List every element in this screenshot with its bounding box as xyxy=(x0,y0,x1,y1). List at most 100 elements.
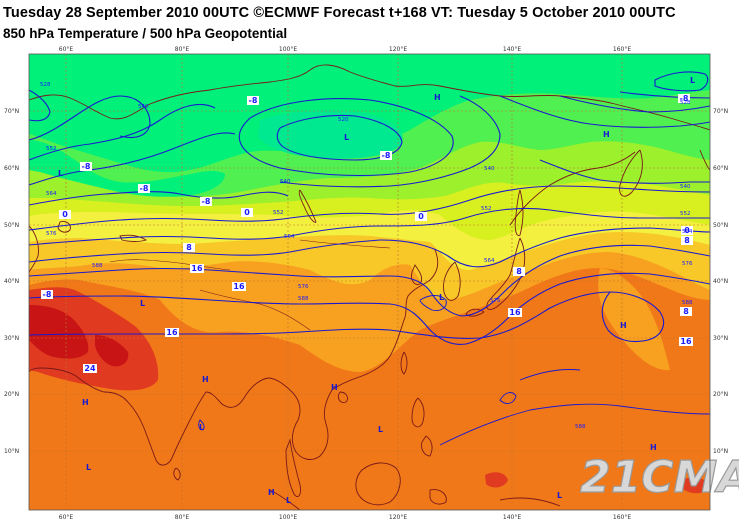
geo-label: 528 xyxy=(40,82,51,88)
latitude-labels: 70°N 60°N 50°N 40°N 30°N 20°N 10°N 70°N … xyxy=(4,108,728,455)
svg-text:-8: -8 xyxy=(249,96,258,105)
lat-label: 70°N xyxy=(4,108,19,115)
geo-label: 520 xyxy=(338,117,349,123)
geo-label: 576 xyxy=(298,284,309,290)
geo-label: 540 xyxy=(680,184,691,190)
geo-label: 576 xyxy=(46,231,57,237)
svg-text:8: 8 xyxy=(516,267,522,276)
high-center: H xyxy=(331,383,338,392)
temp-label: 16 xyxy=(165,328,179,337)
svg-text:8: 8 xyxy=(683,307,689,316)
svg-text:-8: -8 xyxy=(43,290,52,299)
high-center: H xyxy=(82,398,89,407)
svg-text:0: 0 xyxy=(418,212,424,221)
map-frame xyxy=(28,53,711,511)
lon-label: 140°E xyxy=(503,514,521,521)
geopotential-labels: 528 540 552 564 576 588 520 540 552 564 … xyxy=(40,82,693,430)
temp-label: 24 xyxy=(83,364,97,373)
geo-label: 540 xyxy=(138,104,149,110)
svg-text:0: 0 xyxy=(244,208,250,217)
geo-label: 564 xyxy=(682,229,693,235)
temp-label: 16 xyxy=(679,337,693,346)
lat-label: 20°N xyxy=(4,391,19,398)
lat-label-right: 30°N xyxy=(713,335,728,342)
high-center: H xyxy=(603,130,610,139)
graticule xyxy=(29,54,710,510)
geo-label: 552 xyxy=(46,146,57,152)
temp-band-minus8-west xyxy=(29,140,225,197)
longitude-labels: 60°E 80°E 100°E 120°E 140°E 160°E 60°E 8… xyxy=(59,46,632,521)
lat-label-right: 50°N xyxy=(713,222,728,229)
temp-label: 0 xyxy=(241,208,253,217)
temp-band-28-b xyxy=(95,335,129,367)
temp-label: -8 xyxy=(41,290,53,299)
low-center: L xyxy=(690,76,695,85)
lat-label-right: 10°N xyxy=(713,448,728,455)
geo-label: 540 xyxy=(484,166,495,172)
geo-label: 576 xyxy=(682,261,693,267)
geo-label: 552 xyxy=(481,206,492,212)
temp-label: -8 xyxy=(138,184,150,193)
geo-label: 588 xyxy=(682,300,693,306)
temp-label: -8 xyxy=(380,151,392,160)
chart-subtitle: 850 hPa Temperature / 500 hPa Geopotenti… xyxy=(3,26,288,41)
lon-label-top: 160°E xyxy=(613,46,631,53)
high-center: H xyxy=(268,488,275,497)
svg-text:16: 16 xyxy=(166,328,178,337)
geo-label: 552 xyxy=(273,210,284,216)
low-center: L xyxy=(439,293,444,302)
low-center: L xyxy=(286,496,291,505)
pressure-centers: L H L H L L H L H H L H L H L H L L xyxy=(58,76,695,505)
watermark-logo: 21CMA xyxy=(580,452,739,503)
high-center: H xyxy=(650,443,657,452)
temperature-labels: -8 -8 -8 -8 -8 0 0 -8 8 16 16 16 24 8 16… xyxy=(41,94,693,373)
svg-text:-8: -8 xyxy=(140,184,149,193)
svg-text:16: 16 xyxy=(191,264,203,273)
temp-label: 8 xyxy=(513,267,525,276)
lon-label-top: 120°E xyxy=(389,46,407,53)
lat-label: 60°N xyxy=(4,165,19,172)
svg-text:8: 8 xyxy=(186,243,192,252)
low-center: L xyxy=(199,423,204,432)
geo-label: 564 xyxy=(484,258,495,264)
lon-label-top: 60°E xyxy=(59,46,74,53)
lat-label-right: 70°N xyxy=(713,108,728,115)
temp-label: -8 xyxy=(200,197,212,206)
lon-label: 160°E xyxy=(613,514,631,521)
low-center: L xyxy=(140,299,145,308)
lat-label: 40°N xyxy=(4,278,19,285)
temp-label: 16 xyxy=(190,264,204,273)
lat-label: 50°N xyxy=(4,222,19,229)
lon-label: 100°E xyxy=(279,514,297,521)
lat-label-right: 40°N xyxy=(713,278,728,285)
geo-label: 564 xyxy=(284,234,295,240)
geo-label: 528 xyxy=(680,100,691,106)
svg-text:0: 0 xyxy=(684,226,690,235)
svg-text:-8: -8 xyxy=(82,162,91,171)
temp-label: -8 xyxy=(247,96,259,105)
lat-label-right: 60°N xyxy=(713,165,728,172)
chart-title: Tuesday 28 September 2010 00UTC ©ECMWF F… xyxy=(3,5,676,21)
low-center: L xyxy=(557,491,562,500)
temp-label: -8 xyxy=(80,162,92,171)
low-center: L xyxy=(378,425,383,434)
svg-text:0: 0 xyxy=(62,210,68,219)
high-center: H xyxy=(434,93,441,102)
lon-label: 120°E xyxy=(389,514,407,521)
lon-label: 60°E xyxy=(59,514,74,521)
temp-label: -8 xyxy=(678,94,690,103)
low-center: L xyxy=(344,133,349,142)
geo-label: 564 xyxy=(46,191,57,197)
svg-text:16: 16 xyxy=(233,282,245,291)
temp-band-28 xyxy=(29,305,89,359)
temperature-field xyxy=(29,54,710,510)
temp-band-minus8-north xyxy=(29,54,710,173)
svg-text:24: 24 xyxy=(84,364,96,373)
lon-label-top: 100°E xyxy=(279,46,297,53)
geo-label: 552 xyxy=(680,211,691,217)
svg-text:-8: -8 xyxy=(382,151,391,160)
geo-label: 588 xyxy=(575,424,586,430)
temp-label: 8 xyxy=(681,236,693,245)
temp-label: 0 xyxy=(681,226,693,235)
